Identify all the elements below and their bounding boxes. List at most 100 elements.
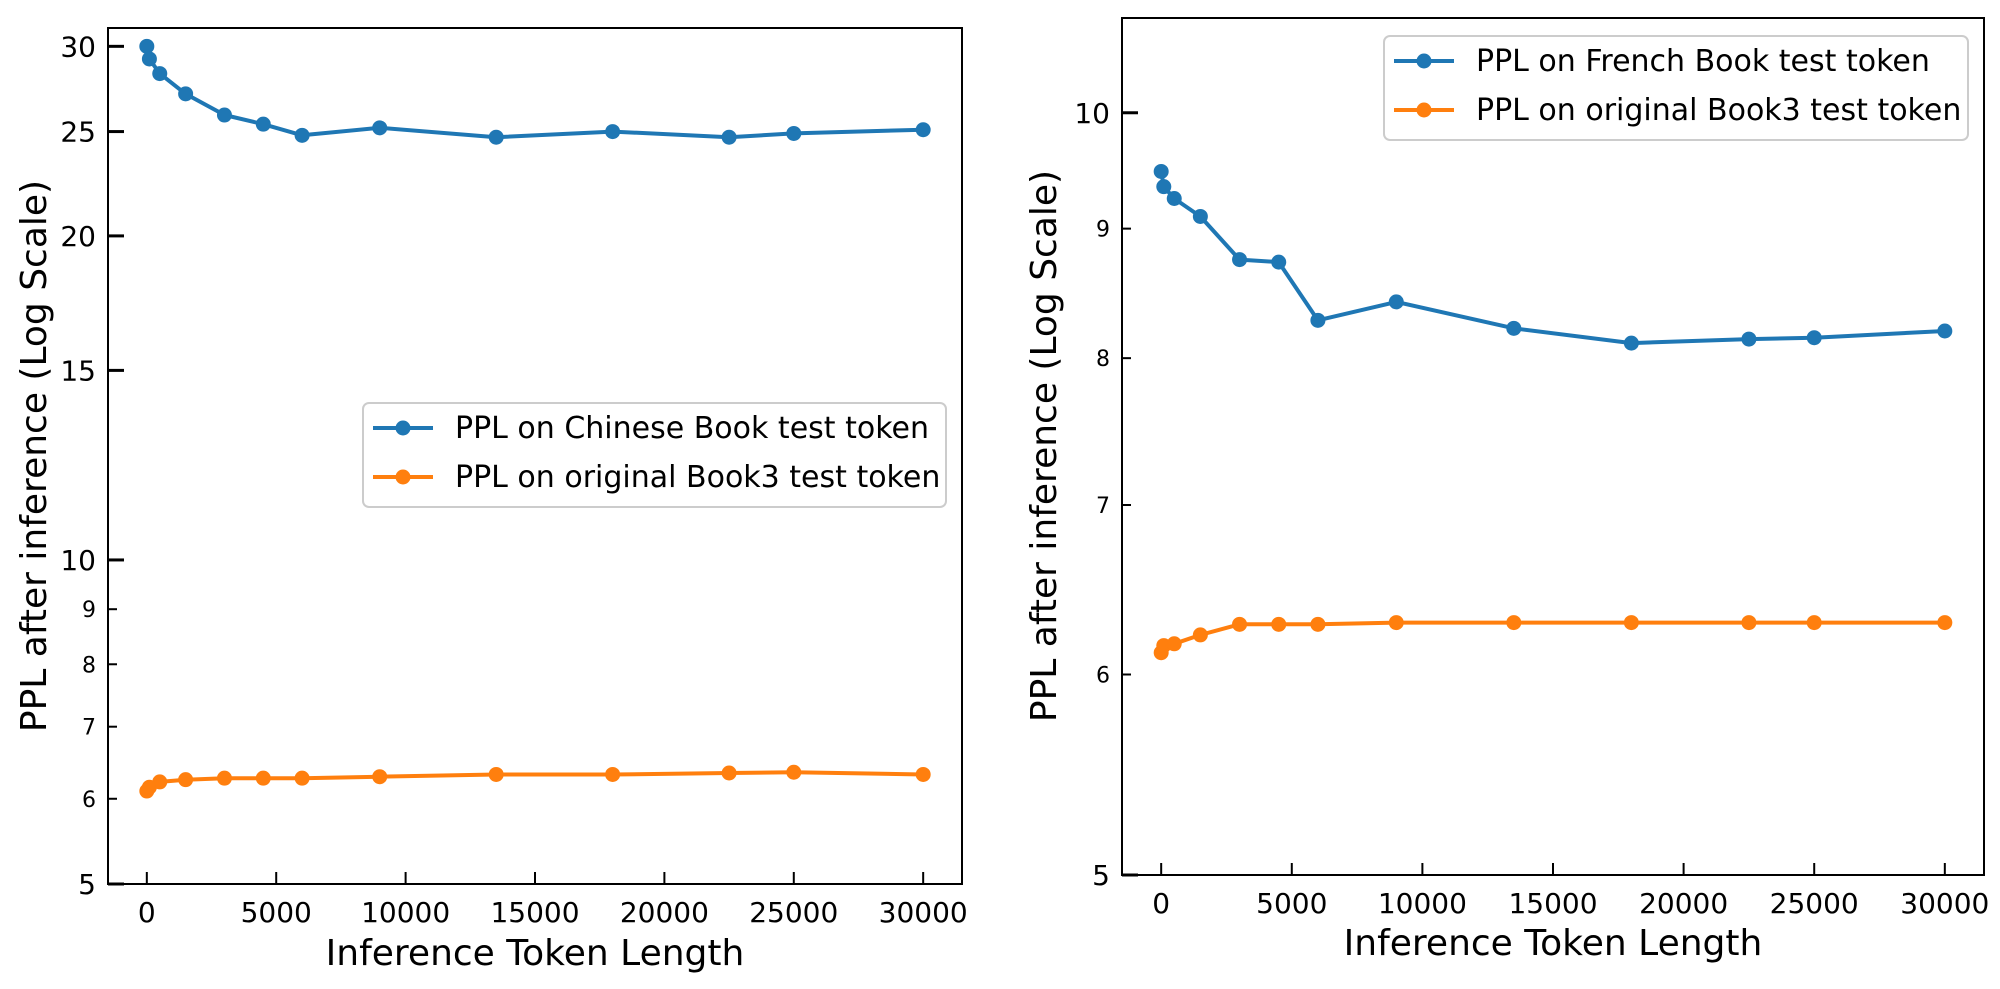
x-tick-label: 30000	[879, 896, 968, 929]
x-tick-label: 10000	[361, 896, 450, 929]
data-point	[178, 772, 194, 788]
x-axis-label: Inference Token Length	[326, 933, 745, 974]
data-point	[1741, 615, 1757, 631]
data-point	[1232, 616, 1248, 632]
x-tick-label: 10000	[1378, 887, 1467, 920]
data-point	[294, 770, 310, 786]
x-tick-label: 25000	[749, 896, 838, 929]
data-point	[152, 774, 168, 790]
data-point	[372, 120, 388, 136]
data-point	[1271, 616, 1287, 632]
legend-label: PPL on original Book3 test token	[455, 460, 940, 495]
data-point	[1623, 335, 1639, 351]
data-point	[1310, 616, 1326, 632]
y-tick-label-major: 5	[1092, 859, 1110, 892]
data-point	[255, 770, 271, 786]
data-point	[488, 129, 504, 145]
legend-marker	[395, 469, 411, 485]
legend: PPL on French Book test token PPL on orig…	[1383, 35, 1969, 141]
data-point	[721, 129, 737, 145]
plot-frame	[1121, 17, 1985, 876]
y-tick-label-major: 15	[60, 354, 96, 387]
data-point	[178, 86, 194, 102]
data-point	[1937, 615, 1953, 631]
x-tick-label: 15000	[1508, 887, 1597, 920]
data-point	[1388, 615, 1404, 631]
data-point	[721, 765, 737, 781]
data-point	[1192, 627, 1208, 643]
x-tick-label: 20000	[1639, 887, 1728, 920]
data-point	[488, 766, 504, 782]
data-point	[1232, 252, 1248, 268]
legend-marker	[1416, 53, 1432, 69]
y-tick-label-major: 20	[60, 220, 96, 253]
data-point	[786, 764, 802, 780]
data-point	[1153, 163, 1169, 179]
x-tick-label: 5000	[1256, 887, 1327, 920]
y-tick-label-minor: 6	[82, 788, 96, 813]
data-point	[1506, 615, 1522, 631]
y-tick-label-minor: 7	[1096, 494, 1110, 519]
y-tick-label-minor: 9	[82, 598, 96, 623]
y-tick-label-major: 25	[60, 116, 96, 149]
legend: PPL on Chinese Book test token PPL on ori…	[362, 402, 947, 508]
y-tick-label-major: 10	[60, 544, 96, 577]
x-axis-label: Inference Token Length	[1344, 923, 1763, 964]
y-tick-label-minor: 6	[1096, 664, 1110, 689]
data-point	[915, 766, 931, 782]
y-tick-label-minor: 7	[82, 716, 96, 741]
data-point	[216, 107, 232, 123]
data-point	[141, 51, 157, 67]
data-point	[915, 122, 931, 138]
series-1	[1153, 163, 1953, 351]
data-point	[1806, 330, 1822, 346]
data-point	[255, 116, 271, 132]
legend-item: PPL on original Book3 test token	[373, 460, 940, 495]
y-tick-label-major: 10	[1074, 97, 1110, 130]
chart-panel-2: 0 5000 10000 15000 20000 25000 30000 5 10 6 7 8 9 Inf…	[1024, 17, 1989, 964]
legend-marker	[395, 420, 411, 436]
data-point	[605, 124, 621, 140]
data-point	[1388, 294, 1404, 310]
data-point	[1310, 312, 1326, 328]
data-point	[1623, 615, 1639, 631]
data-point	[372, 769, 388, 785]
series-2	[139, 764, 931, 799]
data-point	[605, 766, 621, 782]
data-point	[1156, 179, 1172, 195]
data-point	[1271, 254, 1287, 270]
data-point	[152, 66, 168, 82]
y-tick-label-minor: 9	[1096, 218, 1110, 243]
data-point	[139, 38, 155, 54]
y-axis-label: PPL after inference (Log Scale)	[14, 180, 55, 732]
y-tick-label-minor: 8	[1096, 347, 1110, 372]
data-point	[786, 125, 802, 141]
x-tick-label: 30000	[1900, 887, 1989, 920]
chart-panel-1: 0 5000 10000 15000 20000 25000 30000 5 10 15 20 25 3…	[14, 27, 968, 974]
data-point	[216, 770, 232, 786]
legend-item: PPL on Chinese Book test token	[373, 411, 929, 446]
data-point	[1937, 323, 1953, 339]
data-point	[1192, 208, 1208, 224]
x-tick-label: 0	[138, 896, 156, 929]
y-tick-label-major: 30	[60, 30, 96, 63]
data-point	[1166, 636, 1182, 652]
series-2	[1153, 615, 1953, 661]
data-point	[1166, 190, 1182, 206]
x-tick-label: 5000	[241, 896, 312, 929]
legend-box	[362, 402, 947, 508]
x-tick-label: 25000	[1770, 887, 1859, 920]
y-tick-label-major: 5	[78, 868, 96, 901]
data-point	[1806, 615, 1822, 631]
x-tick-label: 15000	[490, 896, 579, 929]
x-tick-label: 20000	[620, 896, 709, 929]
data-point	[1506, 320, 1522, 336]
legend-box	[1383, 35, 1969, 141]
x-tick-label: 0	[1152, 887, 1170, 920]
y-axis-label: PPL after inference (Log Scale)	[1024, 170, 1065, 722]
legend-marker	[1416, 102, 1432, 118]
legend-item: PPL on original Book3 test token	[1394, 93, 1961, 128]
legend-label: PPL on French Book test token	[1476, 44, 1930, 79]
legend-label: PPL on original Book3 test token	[1476, 93, 1961, 128]
